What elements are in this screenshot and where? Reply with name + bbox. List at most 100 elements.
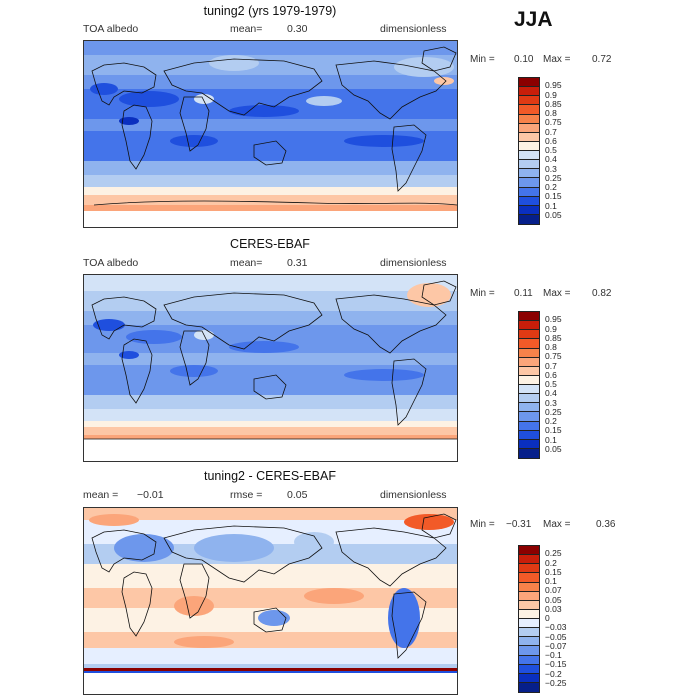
panel-1-map-svg [84, 41, 457, 227]
colorbar-tick-label: 0.5 [545, 379, 557, 389]
panel-1-units: dimensionless [380, 23, 447, 35]
colorbar-tick-label: 0.85 [545, 98, 562, 109]
colorbar-tick-label: −0.2 [545, 668, 562, 679]
panel-3-units: dimensionless [380, 489, 447, 501]
colorbar-swatch [519, 421, 539, 431]
colorbar-swatch [519, 321, 539, 331]
colorbar-swatch [519, 357, 539, 367]
panel-2-units: dimensionless [380, 257, 447, 269]
panel-1-colorbar [518, 77, 540, 225]
colorbar-swatch [519, 178, 539, 188]
colorbar-swatch [519, 187, 539, 197]
colorbar-swatch [519, 439, 539, 449]
colorbar-tick-label: 0.85 [545, 332, 562, 343]
colorbar-swatch [519, 214, 539, 224]
colorbar-swatch [519, 609, 539, 619]
colorbar-swatch [519, 132, 539, 142]
colorbar-swatch [519, 637, 539, 647]
colorbar-swatch [519, 619, 539, 629]
panel-3-max-value: 0.36 [596, 519, 616, 530]
colorbar-swatch [519, 555, 539, 565]
colorbar-swatch [519, 591, 539, 601]
panel-3-colorbar-labels: 0.25 0.2 0.15 0.1 0.07 0.05 0.03 0 −0.03 −0.05 −0.… [545, 545, 595, 693]
panel-1-mean-value: 0.30 [287, 23, 308, 35]
colorbar-tick-label: −0.25 [545, 677, 567, 688]
colorbar-swatch [519, 430, 539, 440]
colorbar-tick-label: 0.9 [545, 89, 557, 100]
colorbar-swatch [519, 169, 539, 179]
colorbar-tick-label: −0.15 [545, 659, 567, 670]
colorbar-swatch [519, 123, 539, 133]
colorbar-swatch [519, 160, 539, 170]
colorbar-tick-label: 0.7 [545, 360, 557, 371]
colorbar-tick-label: 0.3 [545, 397, 557, 408]
colorbar-tick-label: 0.2 [545, 182, 557, 192]
colorbar-swatch [519, 196, 539, 206]
colorbar-tick-label: 0.2 [545, 416, 557, 426]
colorbar-tick-label: 0.3 [545, 163, 557, 174]
colorbar-tick-label: 0.75 [545, 351, 562, 362]
colorbar-tick-label: 0.4 [545, 388, 557, 399]
panel-2-map-svg [84, 275, 457, 461]
colorbar-tick-label: 0.05 [545, 209, 562, 220]
colorbar-tick-label: 0.03 [545, 603, 562, 614]
colorbar-tick-label: 0.25 [545, 406, 562, 417]
panel-2-map [83, 274, 458, 462]
colorbar-swatch [519, 546, 539, 556]
panel-2-min-value: 0.11 [514, 288, 533, 299]
colorbar-swatch [519, 412, 539, 422]
panel-1-map [83, 40, 458, 228]
panel-3-title: tuning2 - CERES-EBAF [204, 469, 336, 483]
panel-1-colorbar-labels: 0.95 0.9 0.85 0.8 0.75 0.7 0.6 0.5 0.4 0.3 0.25 0.2… [545, 77, 595, 225]
colorbar-tick-label: 0.07 [545, 585, 562, 596]
panel-1-title: tuning2 (yrs 1979-1979) [203, 4, 337, 18]
colorbar-swatch [519, 366, 539, 376]
panel-2-colorbar-labels: 0.95 0.9 0.85 0.8 0.75 0.7 0.6 0.5 0.4 0.3 0.25 0.2… [545, 311, 595, 459]
colorbar-swatch [519, 582, 539, 592]
colorbar-tick-label: 0.95 [545, 314, 562, 325]
colorbar-tick-label: 0.05 [545, 594, 562, 605]
panel-3-mean-value: −0.01 [137, 489, 164, 501]
panel-3-map [83, 507, 458, 695]
panel-3-rmse-label: rmse = [230, 489, 263, 501]
colorbar-swatch [519, 348, 539, 358]
panel-3-mean-label: mean = [83, 489, 119, 501]
panel-1-field-label: TOA albedo [83, 23, 139, 35]
colorbar-swatch [519, 96, 539, 106]
colorbar-tick-label: 0.7 [545, 126, 557, 137]
colorbar-tick-label: −0.07 [545, 640, 567, 651]
colorbar-swatch [519, 448, 539, 458]
colorbar-tick-label: −0.1 [545, 650, 562, 660]
colorbar-swatch [519, 312, 539, 322]
colorbar-swatch [519, 646, 539, 656]
colorbar-swatch [519, 655, 539, 665]
colorbar-tick-label: 0.6 [545, 135, 557, 146]
colorbar-tick-label: 0.4 [545, 154, 557, 165]
colorbar-swatch [519, 682, 539, 692]
colorbar-swatch [519, 87, 539, 97]
colorbar-tick-label: 0.05 [545, 443, 562, 454]
colorbar-swatch [519, 330, 539, 340]
colorbar-swatch [519, 141, 539, 151]
colorbar-tick-label: −0.03 [545, 622, 567, 633]
colorbar-swatch [519, 385, 539, 395]
colorbar-tick-label: 0.8 [545, 342, 557, 352]
colorbar-swatch [519, 564, 539, 574]
colorbar-tick-label: 0.8 [545, 108, 557, 118]
panel-2-max-label: Max = [543, 288, 571, 299]
colorbar-tick-label: 0.15 [545, 191, 562, 202]
colorbar-swatch [519, 78, 539, 88]
colorbar-swatch [519, 673, 539, 683]
panel-2-max-value: 0.82 [592, 288, 612, 299]
colorbar-tick-label: 0.1 [545, 434, 557, 445]
panel-3-min-value: −0.31 [506, 519, 532, 530]
colorbar-tick-label: 0.25 [545, 548, 562, 559]
colorbar-swatch [519, 151, 539, 161]
colorbar-tick-label: 0.25 [545, 172, 562, 183]
panel-2-title: CERES-EBAF [230, 237, 310, 251]
colorbar-tick-label: 0 [545, 613, 550, 623]
colorbar-tick-label: 0.6 [545, 369, 557, 380]
colorbar-tick-label: 0.1 [545, 576, 557, 586]
colorbar-swatch [519, 394, 539, 404]
colorbar-swatch [519, 403, 539, 413]
